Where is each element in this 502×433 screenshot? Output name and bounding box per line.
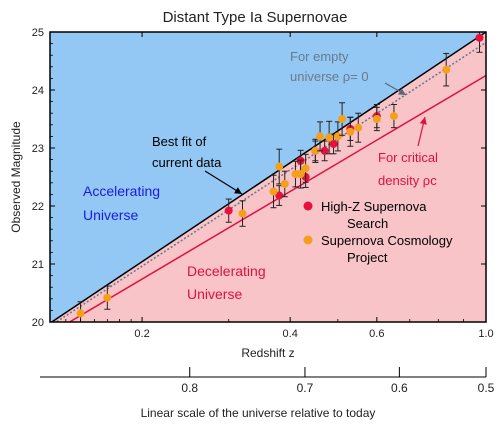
data-point	[275, 162, 284, 171]
y-tick-label: 22	[32, 201, 44, 213]
legend-marker-high-z	[303, 201, 313, 211]
data-point	[325, 133, 334, 142]
data-point	[333, 132, 342, 141]
y-axis-ticks: 20 21 22 23 24 25	[32, 27, 486, 329]
y-axis-label: Observed Magnitude	[9, 121, 23, 233]
secondary-axis: 0.8 0.7 0.6 0.5	[40, 367, 495, 395]
critical-density-line	[68, 74, 486, 322]
data-point	[296, 170, 305, 179]
data-point	[475, 33, 484, 42]
accelerating-label: Accelerating Universe	[83, 183, 164, 223]
plot-frame	[49, 31, 487, 323]
secondary-tick-label: 0.7	[297, 381, 314, 395]
legend-marker-scp	[303, 235, 313, 245]
series-scp	[76, 52, 451, 322]
data-point	[280, 179, 289, 188]
data-point	[329, 139, 338, 148]
best-fit-line	[50, 32, 486, 322]
secondary-tick-label: 0.6	[391, 381, 408, 395]
data-point	[301, 164, 310, 173]
x-tick-label: 1.0	[478, 328, 493, 340]
data-point	[442, 65, 451, 74]
data-point	[320, 146, 329, 155]
data-point	[316, 132, 325, 141]
secondary-tick-label: 0.8	[181, 381, 198, 395]
x-axis-ticks: 0.2 0.4 0.6 1.0	[65, 32, 494, 340]
empty-universe-arrow	[384, 82, 407, 96]
y-tick-label: 25	[32, 27, 44, 39]
data-point	[389, 112, 398, 121]
x-tick-label: 0.4	[283, 328, 298, 340]
model-lines	[50, 32, 486, 322]
critical-density-arrow	[417, 116, 427, 147]
best-fit-label: Best fit of current data	[152, 134, 222, 170]
data-point	[354, 123, 363, 132]
legend: High-Z Supernova Search Supernova Cosmol…	[303, 199, 456, 265]
empty-universe-line	[54, 41, 486, 322]
data-point	[76, 309, 85, 318]
y-tick-label: 23	[32, 143, 44, 155]
critical-density-label: For critical density ρc	[378, 150, 442, 188]
data-point	[269, 187, 278, 196]
data-points	[76, 32, 484, 322]
data-point	[238, 209, 247, 218]
data-point	[346, 127, 355, 136]
data-point	[275, 191, 284, 200]
empty-universe-label: For empty universe ρ= 0	[290, 49, 369, 84]
x-axis-label: Redshift z	[241, 346, 294, 360]
data-point	[338, 115, 347, 123]
data-point	[311, 146, 320, 155]
secondary-axis-label: Linear scale of the universe relative to…	[141, 406, 376, 420]
best-fit-arrow	[204, 170, 243, 195]
data-point	[224, 206, 233, 215]
legend-label-scp: Supernova Cosmology Project	[321, 233, 456, 265]
data-point	[103, 293, 112, 302]
secondary-tick-label: 0.5	[478, 381, 495, 395]
x-tick-label: 0.6	[369, 328, 384, 340]
legend-label-high-z: High-Z Supernova Search	[321, 199, 430, 231]
x-tick-label: 0.2	[134, 328, 149, 340]
data-point	[372, 115, 381, 123]
y-tick-label: 20	[32, 317, 44, 329]
y-tick-label: 21	[32, 259, 44, 271]
y-tick-label: 24	[32, 85, 44, 97]
decelerating-label: Decelerating Universe	[187, 263, 270, 302]
chart-title: Distant Type Ia Supernovae	[163, 9, 348, 26]
